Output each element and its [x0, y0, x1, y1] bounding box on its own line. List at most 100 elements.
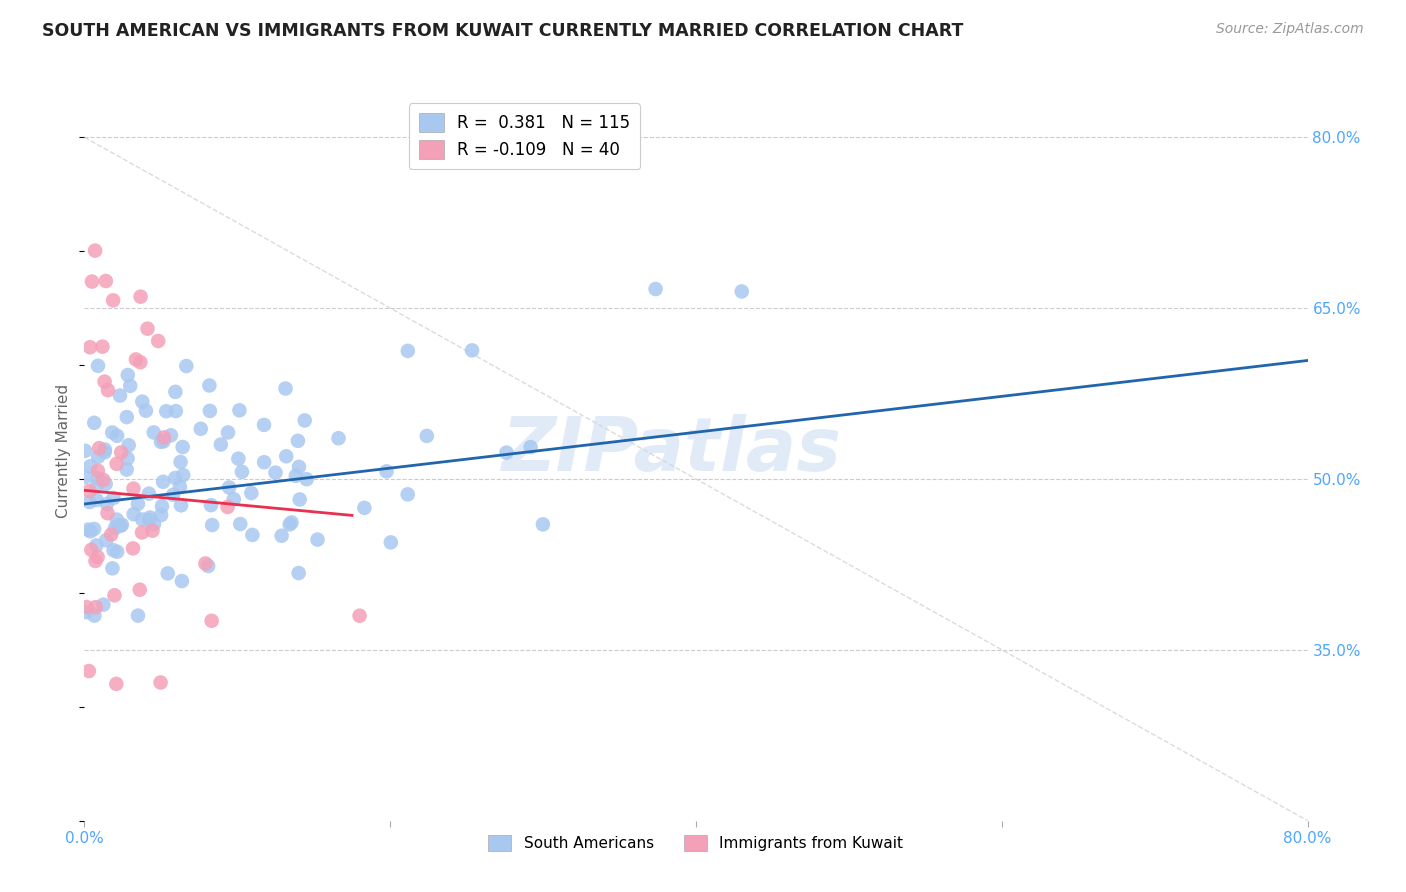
Point — [162, 488, 184, 502]
Point — [83, 608, 105, 623]
Point — [75, 605, 97, 619]
Point — [101, 425, 124, 440]
Point — [79, 459, 101, 474]
Point — [141, 524, 163, 538]
Point — [198, 378, 221, 392]
Point — [136, 321, 159, 335]
Point — [138, 486, 160, 500]
Point — [278, 517, 301, 532]
Point — [644, 282, 666, 296]
Point — [87, 464, 110, 478]
Point — [217, 500, 239, 514]
Point — [353, 500, 375, 515]
Point — [131, 525, 153, 540]
Point — [97, 383, 120, 397]
Point — [117, 368, 139, 382]
Point — [86, 478, 108, 492]
Point — [150, 434, 173, 449]
Point — [155, 404, 177, 418]
Point — [139, 510, 162, 524]
Point — [172, 468, 194, 483]
Point — [328, 431, 350, 445]
Point — [86, 492, 108, 507]
Point — [105, 545, 128, 559]
Point — [84, 244, 107, 258]
Point — [122, 482, 145, 496]
Point — [105, 457, 128, 471]
Point — [87, 359, 110, 373]
Point — [94, 442, 117, 457]
Point — [253, 455, 276, 469]
Point — [287, 434, 309, 448]
Point — [531, 517, 554, 532]
Point — [198, 404, 221, 418]
Point — [165, 384, 187, 399]
Point — [143, 517, 166, 532]
Point — [375, 464, 398, 478]
Point — [76, 600, 98, 615]
Point — [380, 535, 402, 549]
Point — [240, 528, 263, 542]
Point — [80, 542, 103, 557]
Point — [125, 352, 148, 367]
Point — [110, 518, 132, 533]
Point — [218, 480, 240, 494]
Point — [75, 443, 97, 458]
Point — [274, 382, 297, 396]
Point — [86, 549, 108, 564]
Point — [176, 359, 198, 373]
Point — [295, 472, 318, 486]
Point — [294, 413, 316, 427]
Point — [84, 600, 107, 615]
Point — [110, 445, 132, 459]
Point — [160, 428, 183, 442]
Point — [150, 499, 173, 513]
Point — [89, 441, 111, 455]
Point — [101, 293, 124, 308]
Point — [101, 561, 124, 575]
Point — [240, 486, 263, 500]
Text: ZIPatlas: ZIPatlas — [502, 414, 842, 487]
Point — [169, 455, 191, 469]
Point — [197, 559, 219, 574]
Text: Source: ZipAtlas.com: Source: ZipAtlas.com — [1216, 22, 1364, 37]
Point — [253, 417, 276, 432]
Point — [135, 403, 157, 417]
Point — [165, 471, 187, 485]
Point — [461, 343, 484, 358]
Point — [228, 403, 250, 417]
Legend: South Americans, Immigrants from Kuwait: South Americans, Immigrants from Kuwait — [482, 829, 910, 857]
Point — [276, 450, 298, 464]
Point — [217, 425, 239, 440]
Point — [288, 459, 311, 474]
Point — [96, 497, 118, 511]
Point — [87, 450, 110, 464]
Point — [104, 521, 127, 535]
Point — [222, 492, 245, 507]
Point — [100, 527, 122, 541]
Point — [111, 517, 134, 532]
Point — [170, 574, 193, 588]
Point — [103, 588, 125, 602]
Point — [91, 340, 114, 354]
Point — [86, 538, 108, 552]
Point — [84, 554, 107, 568]
Point — [83, 416, 105, 430]
Y-axis label: Currently Married: Currently Married — [56, 384, 72, 517]
Point — [153, 430, 176, 444]
Point — [79, 524, 101, 539]
Point — [96, 506, 118, 520]
Point — [83, 522, 105, 536]
Point — [129, 355, 152, 369]
Point — [149, 675, 172, 690]
Point — [79, 495, 101, 509]
Point — [115, 462, 138, 476]
Point — [77, 664, 100, 678]
Point — [170, 499, 193, 513]
Point — [228, 451, 250, 466]
Point — [94, 477, 117, 491]
Point — [201, 614, 224, 628]
Point — [416, 429, 439, 443]
Point — [127, 608, 149, 623]
Point — [128, 582, 150, 597]
